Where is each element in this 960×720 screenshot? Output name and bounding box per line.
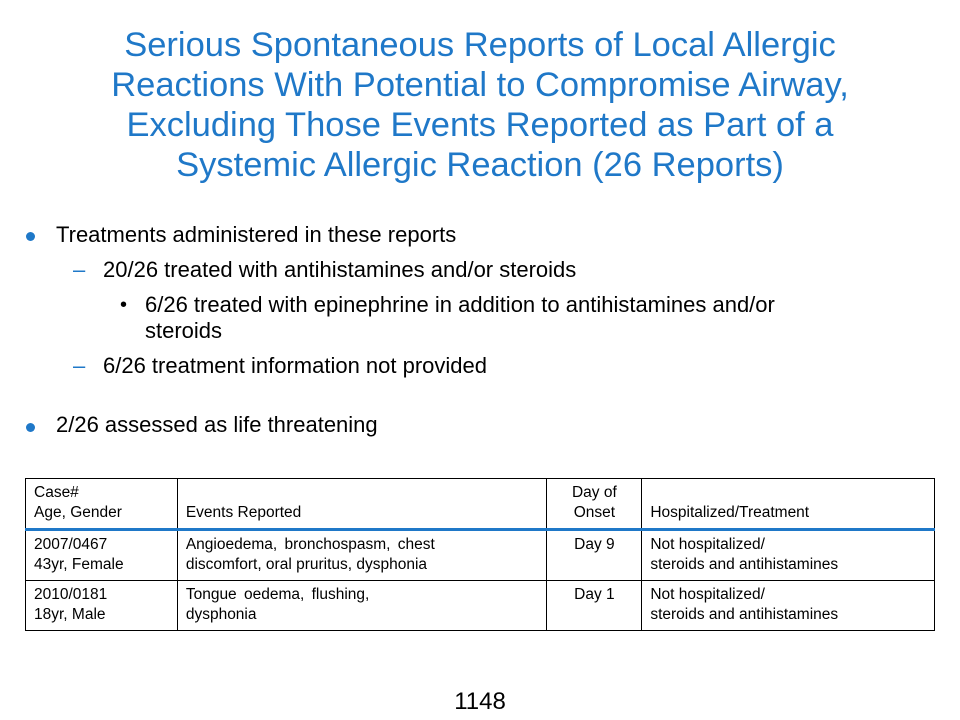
bullet-dot-icon xyxy=(26,232,35,241)
cell-case: 2007/0467 43yr, Female xyxy=(25,529,178,581)
title-line-4: Systemic Allergic Reaction (26 Reports) xyxy=(176,146,784,184)
cell-hospitalized: Not hospitalized/ steroids and antihista… xyxy=(641,580,935,631)
table-row: 2007/0467 43yr, Female Angioedema, bronc… xyxy=(25,529,935,581)
bullet-treatments: Treatments administered in these reports xyxy=(56,222,457,247)
slide-title: Serious Spontaneous Reports of Local All… xyxy=(20,25,940,185)
dash-icon: – xyxy=(73,353,86,378)
cell-hospitalized: Not hospitalized/ steroids and antihista… xyxy=(641,529,935,581)
cell-events: Tongue oedema, flushing, dysphonia xyxy=(176,580,548,631)
page-number: 1148 xyxy=(454,688,506,715)
case-table: Case# Age, Gender Events Reported Day of… xyxy=(25,478,935,631)
subbullet-not-provided: 6/26 treatment information not provided xyxy=(103,353,488,378)
subsubbullet-epinephrine-line2: steroids xyxy=(145,318,223,343)
dash-icon: – xyxy=(73,257,86,282)
cell-onset: Day 1 xyxy=(546,580,643,631)
subsubbullet-epinephrine-line1: 6/26 treated with epinephrine in additio… xyxy=(145,292,775,317)
title-line-2: Reactions With Potential to Compromise A… xyxy=(111,66,849,104)
bullet-life-threatening: 2/26 assessed as life threatening xyxy=(56,412,378,437)
header-events: Events Reported xyxy=(176,478,548,531)
title-line-1: Serious Spontaneous Reports of Local All… xyxy=(124,26,836,64)
table-row: 2010/0181 18yr, Male Tongue oedema, flus… xyxy=(25,580,935,631)
table-header-row: Case# Age, Gender Events Reported Day of… xyxy=(25,478,935,531)
bullet-dot-icon xyxy=(26,423,35,432)
header-case: Case# Age, Gender xyxy=(25,478,178,531)
title-line-3: Excluding Those Events Reported as Part … xyxy=(126,106,834,144)
cell-onset: Day 9 xyxy=(546,529,643,581)
subbullet-antihistamines: 20/26 treated with antihistamines and/or… xyxy=(103,257,577,282)
cell-events: Angioedema, bronchospasm, chest discomfo… xyxy=(176,529,548,581)
cell-case: 2010/0181 18yr, Male xyxy=(25,580,178,631)
header-hospitalized: Hospitalized/Treatment xyxy=(641,478,935,531)
subbullet-dot-icon: • xyxy=(120,294,128,316)
header-onset: Day of Onset xyxy=(546,478,643,531)
